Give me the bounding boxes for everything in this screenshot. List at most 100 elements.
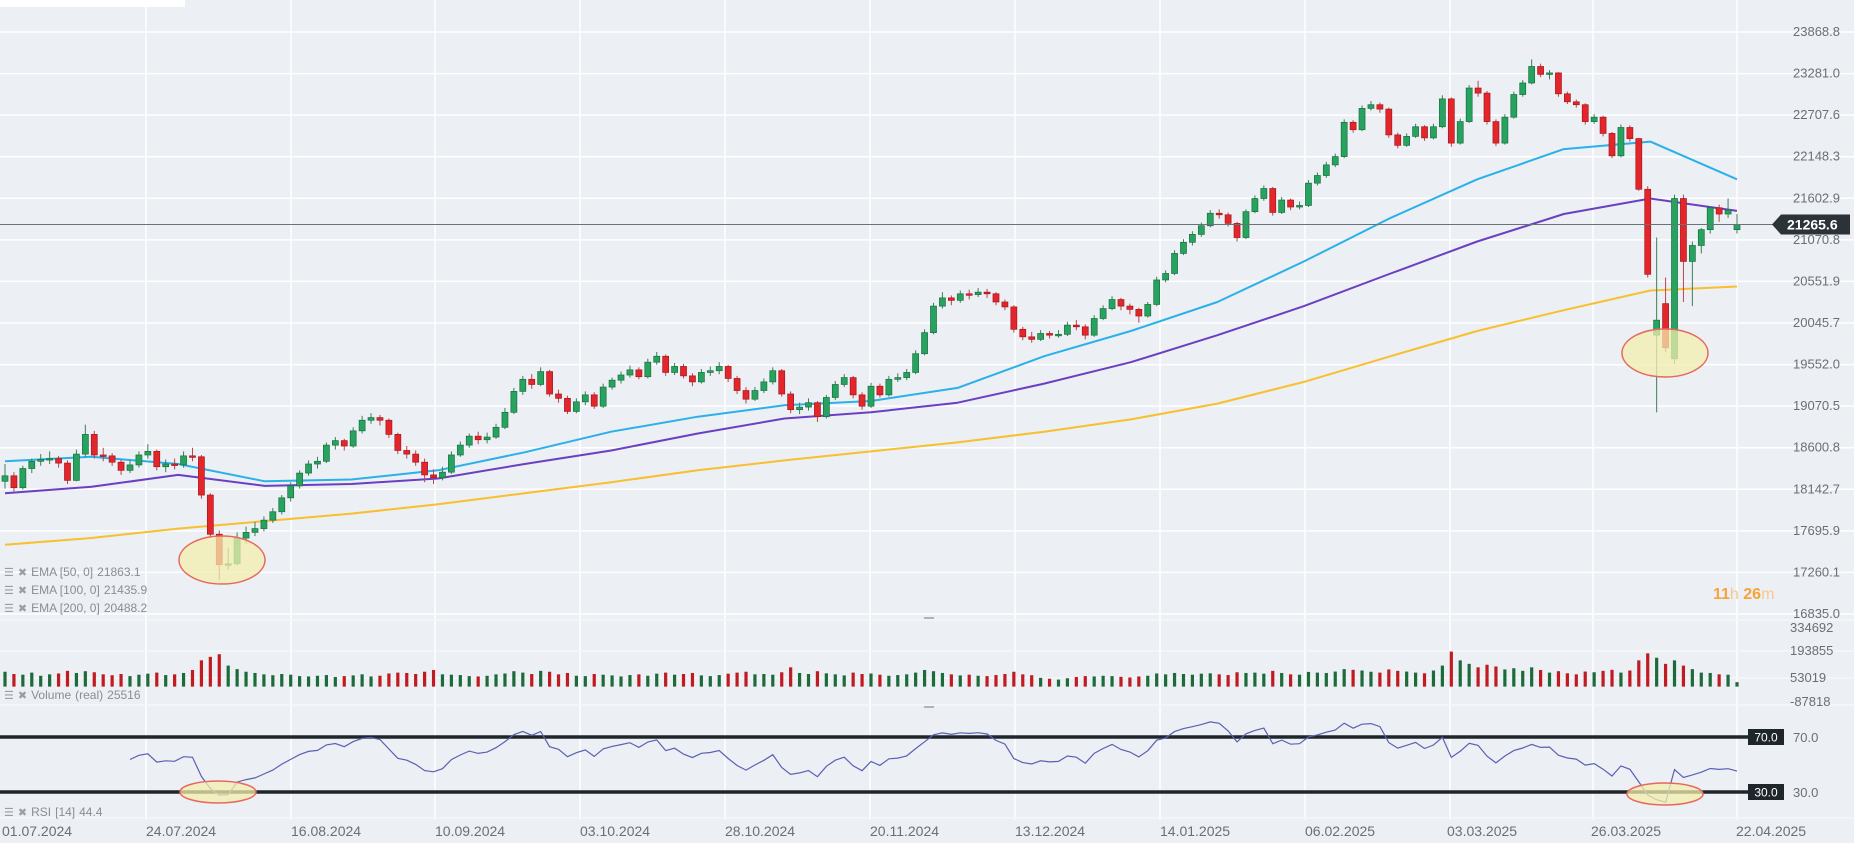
volume-bar [1280, 672, 1284, 687]
volume-bar [467, 676, 471, 687]
candle-body [1706, 207, 1714, 231]
volume-bar [708, 676, 712, 687]
volume-bar [753, 674, 757, 687]
volume-bar [1387, 669, 1391, 687]
date-axis-tick: 10.09.2024 [435, 823, 505, 839]
volume-bar [65, 670, 70, 687]
volume-bar [1262, 673, 1266, 687]
candle-body [305, 463, 312, 474]
volume-bar [1297, 674, 1302, 687]
candle-body [644, 361, 652, 378]
volume-bar [1413, 672, 1418, 687]
candle-body [412, 453, 420, 463]
volume-bar [1012, 671, 1016, 687]
volume-bar [949, 674, 953, 687]
candle-body [983, 291, 991, 295]
candle-body [403, 450, 411, 455]
candle-body [608, 379, 616, 388]
close-icon[interactable]: ✖ [17, 566, 28, 579]
candle-body [1680, 198, 1687, 262]
countdown-minutes: 26 [1743, 586, 1762, 603]
volume-bar [1440, 665, 1444, 687]
candle-body [581, 394, 589, 403]
candle-body [1108, 299, 1116, 309]
candle-body [1733, 224, 1741, 231]
candle-body [314, 460, 321, 465]
candle-body [37, 459, 45, 462]
candle-body [1376, 104, 1384, 110]
volume-bar [726, 673, 730, 687]
candle-body [1689, 245, 1696, 262]
volume-bar [878, 674, 882, 687]
candle-body [1465, 87, 1473, 122]
close-icon[interactable]: ✖ [17, 602, 28, 615]
volume-bar [1155, 673, 1159, 687]
candle-body [885, 378, 893, 396]
volume-bar [1628, 670, 1632, 687]
volume-bar [244, 671, 248, 687]
legend-volume[interactable]: ☰ ✖ Volume (real) 25516 [4, 688, 141, 702]
rsi-level-tag [1748, 729, 1784, 745]
candle-body [1037, 333, 1044, 340]
volume-bar [1244, 672, 1248, 687]
candle-body [599, 386, 607, 407]
volume-bar [137, 674, 141, 687]
legend-ema200[interactable]: ☰ ✖ EMA [200, 0] 20488.2 [4, 601, 147, 615]
candle-body [126, 464, 134, 471]
candle-body [1546, 72, 1553, 75]
volume-bar [842, 675, 846, 687]
volume-bar [351, 675, 355, 687]
volume-bar [1449, 651, 1453, 687]
candle-body [1644, 188, 1652, 275]
candle-body [867, 385, 875, 407]
candle-body [778, 370, 786, 395]
candle-body [1055, 333, 1062, 337]
menu-icon[interactable]: ☰ [4, 602, 14, 615]
volume-bar [1003, 674, 1007, 687]
date-axis-tick: 13.12.2024 [1015, 823, 1085, 839]
menu-icon[interactable]: ☰ [4, 689, 14, 702]
volume-bar [860, 674, 864, 687]
candle-body [662, 355, 670, 373]
volume-bar [1699, 672, 1703, 687]
price-axis-tick: 21602.9 [1793, 190, 1840, 205]
close-icon[interactable]: ✖ [17, 584, 28, 597]
close-icon[interactable]: ✖ [17, 806, 28, 819]
price-axis-tick: 18142.7 [1793, 481, 1840, 496]
volume-bar [530, 674, 534, 687]
menu-icon[interactable]: ☰ [4, 566, 14, 579]
volume-bar [744, 671, 748, 687]
date-axis-tick: 14.01.2025 [1160, 823, 1230, 839]
volume-bar [110, 675, 114, 687]
volume-bar [1592, 672, 1596, 687]
volume-bar [315, 675, 320, 687]
top-left-box [0, 0, 185, 7]
volume-bar [1512, 668, 1516, 687]
volume-bar [271, 675, 275, 687]
legend-label: RSI [31, 805, 52, 819]
menu-icon[interactable]: ☰ [4, 584, 14, 597]
volume-bar [521, 672, 525, 687]
volume-bar [646, 675, 650, 687]
volume-bar [967, 674, 971, 687]
legend-rsi[interactable]: ☰ ✖ RSI [14] 44.4 [4, 805, 102, 819]
legend-ema50[interactable]: ☰ ✖ EMA [50, 0] 21863.1 [4, 565, 141, 579]
candle-body [1394, 134, 1402, 146]
volume-bar [601, 674, 605, 687]
candle-body [1001, 301, 1009, 308]
volume-bar [74, 672, 79, 687]
candle-body [287, 485, 295, 499]
volume-bar [869, 673, 873, 687]
volume-bar [1217, 674, 1221, 687]
volume-bar [1119, 676, 1123, 687]
rsi-axis-tick: 30.0 [1793, 785, 1818, 800]
volume-bar [1422, 673, 1427, 687]
legend-label: EMA [100, 0] [31, 583, 100, 597]
candle-body [974, 291, 982, 295]
close-icon[interactable]: ✖ [17, 689, 28, 702]
candle-body [162, 463, 170, 468]
menu-icon[interactable]: ☰ [4, 806, 14, 819]
volume-bar [1494, 666, 1498, 687]
legend-ema100[interactable]: ☰ ✖ EMA [100, 0] 21435.9 [4, 583, 147, 597]
